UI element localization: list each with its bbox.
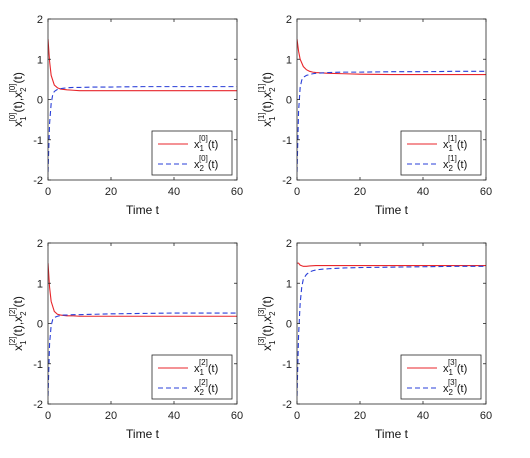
x-axis-label: Time t <box>375 427 409 441</box>
legend-entry-2: x2[2](t) <box>194 378 218 397</box>
series-line-1 <box>48 263 237 317</box>
y-axis-label: x1[3](t),x2[3](t) <box>257 296 277 351</box>
legend-box <box>400 130 482 176</box>
y-tick-label: 0 <box>37 319 43 331</box>
subplot-0: 0 20 40 60 -2 -1 0 1 2 Time t x1[0](t),x2[0](t) x1[… <box>8 14 243 217</box>
y-tick-label: -1 <box>33 135 43 147</box>
legend-entry-1: x1[0](t) <box>194 134 218 153</box>
y-tick-label: -2 <box>282 175 292 187</box>
legend: x1[0](t)x2[0](t) <box>151 130 233 176</box>
legend: x1[2](t)x2[2](t) <box>151 354 233 400</box>
series-line-2 <box>297 70 486 172</box>
y-axis-label: x1[1](t),x2[1](t) <box>257 72 277 127</box>
y-tick-label: -2 <box>33 175 43 187</box>
x-tick-label: 60 <box>231 186 243 198</box>
y-tick-label: 2 <box>286 238 292 250</box>
series-line-2 <box>297 265 486 396</box>
legend-box <box>400 354 482 400</box>
x-tick-label: 20 <box>105 186 117 198</box>
legend-entry-2: x2[3](t) <box>443 378 467 397</box>
legend-entry-1: x1[3](t) <box>443 358 467 377</box>
y-tick-label: -1 <box>282 135 292 147</box>
y-tick-label: 1 <box>286 278 292 290</box>
y-tick-label: 1 <box>37 278 43 290</box>
series-line-1 <box>297 262 486 267</box>
y-axis-label: x1[2](t),x2[2](t) <box>8 296 28 351</box>
series-line-1 <box>48 39 237 92</box>
subplot-3: 0 20 40 60 -2 -1 0 1 2 Time t x1[3](t),x2[3](t) x1[… <box>257 238 492 441</box>
y-tick-label: 1 <box>286 54 292 66</box>
x-tick-label: 20 <box>354 186 366 198</box>
legend-entry-2: x2[1](t) <box>443 154 467 173</box>
series-line-1 <box>297 39 486 76</box>
x-tick-label: 40 <box>417 186 429 198</box>
subplot-2: 0 20 40 60 -2 -1 0 1 2 Time t x1[2](t),x2[2](t) x1[… <box>8 238 243 441</box>
legend-box <box>151 354 233 400</box>
y-tick-label: 2 <box>37 14 43 26</box>
series-line-2 <box>48 86 237 172</box>
y-tick-label: -2 <box>33 399 43 411</box>
x-tick-label: 20 <box>105 410 117 422</box>
x-tick-label: 0 <box>294 186 300 198</box>
x-tick-label: 40 <box>168 186 180 198</box>
x-tick-label: 0 <box>45 410 51 422</box>
x-tick-label: 60 <box>231 410 243 422</box>
y-tick-label: 0 <box>37 95 43 107</box>
x-tick-label: 20 <box>354 410 366 422</box>
legend-entry-1: x1[1](t) <box>443 134 467 153</box>
y-tick-label: 0 <box>286 319 292 331</box>
x-axis-label: Time t <box>375 203 409 217</box>
subplot-1: 0 20 40 60 -2 -1 0 1 2 Time t x1[1](t),x2[1](t) x1[… <box>257 14 492 217</box>
legend: x1[1](t)x2[1](t) <box>400 130 482 176</box>
y-tick-label: 0 <box>286 95 292 107</box>
legend-box <box>151 130 233 176</box>
x-tick-label: 40 <box>417 410 429 422</box>
x-tick-label: 60 <box>480 186 492 198</box>
y-axis-label: x1[0](t),x2[0](t) <box>8 72 28 127</box>
y-tick-label: 2 <box>286 14 292 26</box>
x-tick-label: 60 <box>480 410 492 422</box>
y-tick-label: -2 <box>282 399 292 411</box>
series-line-2 <box>48 312 237 396</box>
y-tick-label: -1 <box>282 359 292 371</box>
y-tick-label: -1 <box>33 359 43 371</box>
x-axis-label: Time t <box>126 427 160 441</box>
x-axis-label: Time t <box>126 203 160 217</box>
x-tick-label: 40 <box>168 410 180 422</box>
legend-entry-2: x2[0](t) <box>194 154 218 173</box>
legend: x1[3](t)x2[3](t) <box>400 354 482 400</box>
y-tick-label: 2 <box>37 238 43 250</box>
legend-entry-1: x1[2](t) <box>194 358 218 377</box>
x-tick-label: 0 <box>45 186 51 198</box>
y-tick-label: 1 <box>37 54 43 66</box>
x-tick-label: 0 <box>294 410 300 422</box>
